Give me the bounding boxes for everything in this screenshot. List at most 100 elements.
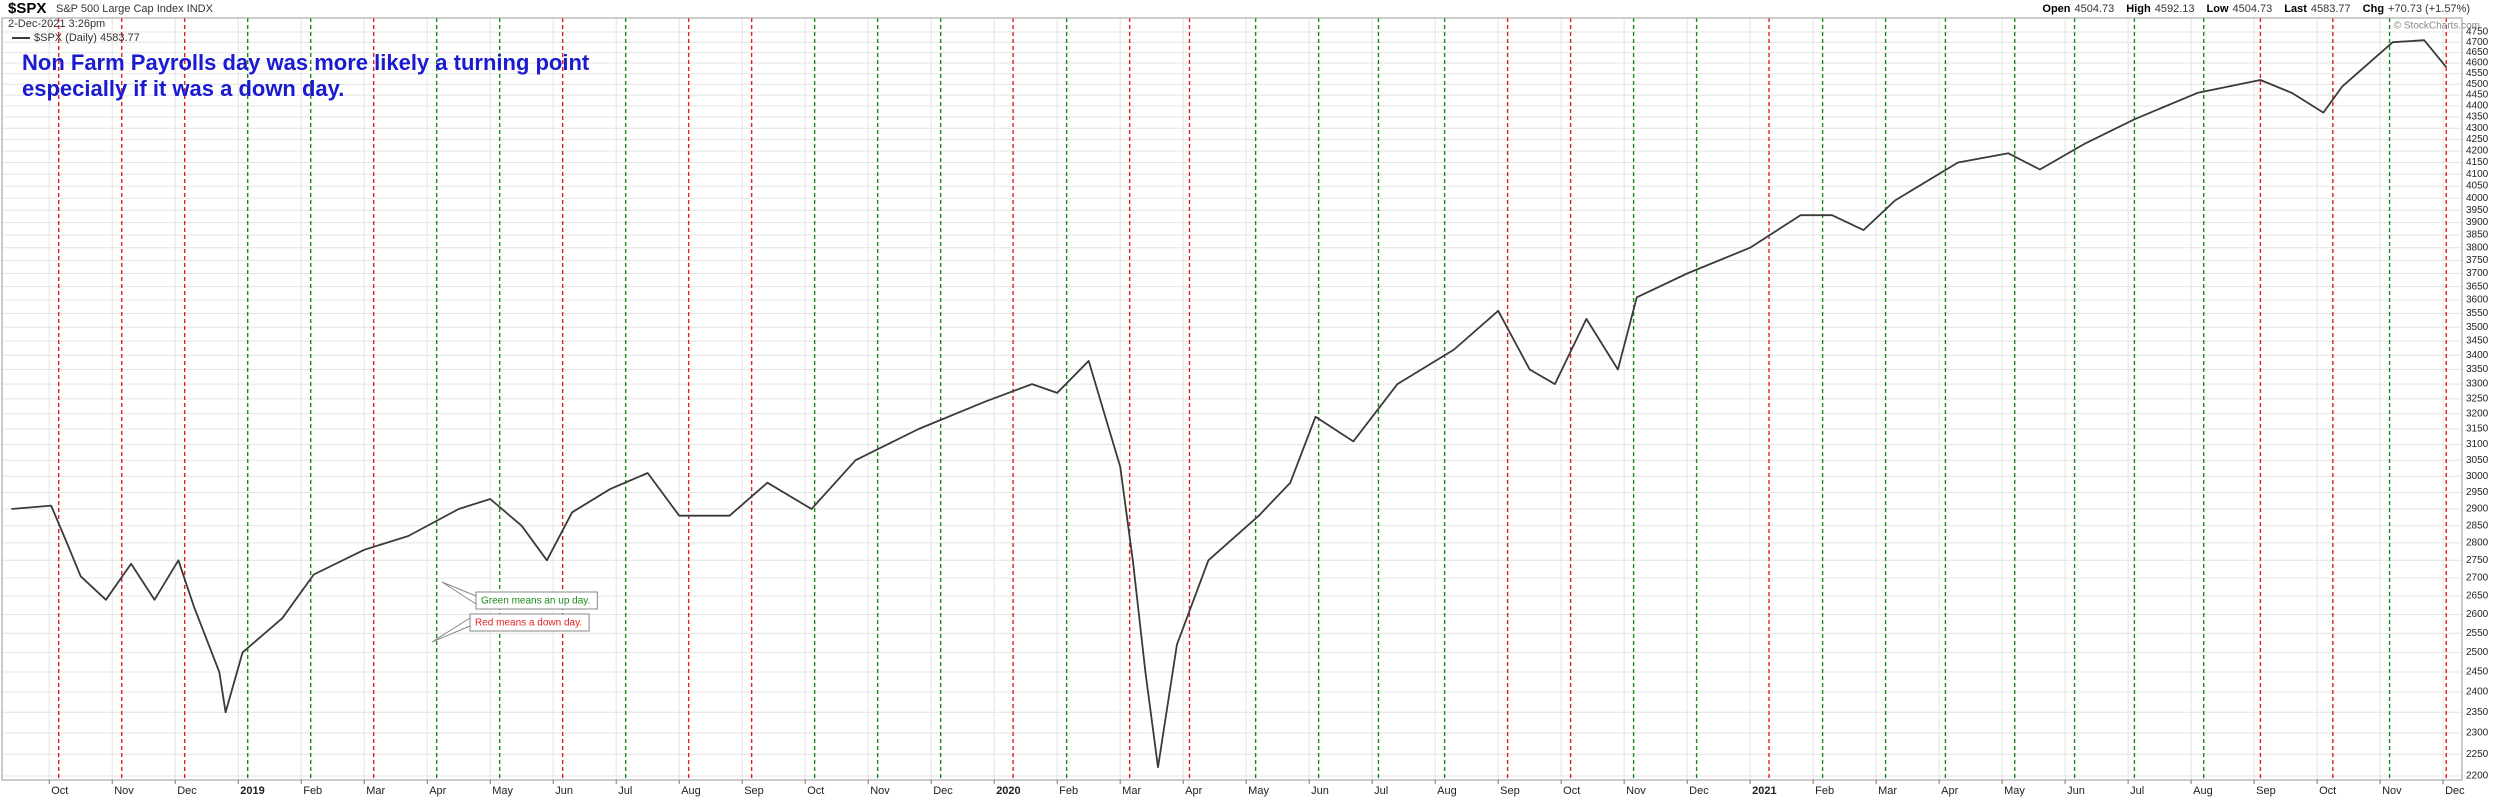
x-tick-label: Dec xyxy=(1689,785,1709,797)
x-tick-label: Oct xyxy=(51,785,68,797)
subtitle: S&P 500 Large Cap Index INDX xyxy=(56,3,214,15)
x-tick-label: Aug xyxy=(681,785,701,797)
quote-label: High xyxy=(2126,3,2151,15)
legend-label: $SPX (Daily) 4583.77 xyxy=(34,32,140,44)
y-tick-label: 4150 xyxy=(2466,157,2489,168)
y-tick-label: 2250 xyxy=(2466,749,2489,760)
x-tick-label: Mar xyxy=(1878,785,1897,797)
callouts: Green means an up day. Red means a down d… xyxy=(431,581,598,643)
quote-label: Open xyxy=(2042,3,2070,15)
x-tick-label: Jul xyxy=(618,785,632,797)
x-tick-label: Dec xyxy=(933,785,953,797)
x-tick-label: Nov xyxy=(114,785,134,797)
y-tick-label: 2350 xyxy=(2466,707,2489,718)
x-tick-label: Jun xyxy=(555,785,573,797)
x-tick-label: Sep xyxy=(744,785,764,797)
y-tick-label: 3900 xyxy=(2466,217,2489,228)
y-tick-label: 4000 xyxy=(2466,193,2489,204)
y-tick-label: 3650 xyxy=(2466,281,2489,292)
x-tick-label: Aug xyxy=(2193,785,2213,797)
x-tick-label: May xyxy=(492,785,513,797)
y-tick-label: 4550 xyxy=(2466,68,2489,79)
x-tick-label: Apr xyxy=(429,785,446,797)
signal-layer xyxy=(57,18,2447,780)
callout-text: Green means an up day. xyxy=(481,596,590,607)
y-tick-label: 3400 xyxy=(2466,350,2489,361)
quote-value: 4592.13 xyxy=(2155,3,2195,15)
grid-layer xyxy=(2,18,2462,780)
quote-label: Last xyxy=(2284,3,2307,15)
y-tick-label: 3600 xyxy=(2466,295,2489,306)
y-tick-label: 2950 xyxy=(2466,487,2489,498)
y-tick-label: 2200 xyxy=(2466,771,2489,782)
y-tick-label: 3250 xyxy=(2466,393,2489,404)
x-tick-label: Jun xyxy=(2067,785,2085,797)
y-tick-label: 2700 xyxy=(2466,573,2489,584)
symbol: $SPX xyxy=(8,0,46,17)
y-tick-label: 2550 xyxy=(2466,628,2489,639)
y-tick-label: 4400 xyxy=(2466,101,2489,112)
credit: © StockCharts.com xyxy=(2394,21,2480,32)
y-tick-label: 4200 xyxy=(2466,146,2489,157)
y-tick-label: 2400 xyxy=(2466,687,2489,698)
x-tick-label: Jul xyxy=(1374,785,1388,797)
y-tick-label: 3750 xyxy=(2466,255,2489,266)
x-tick-label: May xyxy=(2004,785,2025,797)
y-tick-label: 2850 xyxy=(2466,520,2489,531)
y-tick-label: 3450 xyxy=(2466,336,2489,347)
y-tick-label: 4250 xyxy=(2466,134,2489,145)
x-tick-label: Oct xyxy=(1563,785,1580,797)
date: 2-Dec-2021 3:26pm xyxy=(8,18,105,30)
quote-label: Chg xyxy=(2363,3,2384,15)
y-tick-label: 3050 xyxy=(2466,455,2489,466)
x-tick-label: Mar xyxy=(366,785,385,797)
y-tick-label: 4600 xyxy=(2466,58,2489,69)
y-tick-label: 2450 xyxy=(2466,667,2489,678)
quote-value: 4504.73 xyxy=(2075,3,2115,15)
quote-value: +70.73 (+1.57%) xyxy=(2388,3,2470,15)
x-tick-label: Dec xyxy=(2445,785,2465,797)
y-tick-label: 2650 xyxy=(2466,591,2489,602)
x-tick-label: Apr xyxy=(1941,785,1958,797)
y-tick-label: 4300 xyxy=(2466,123,2489,134)
quote-value: 4583.77 xyxy=(2311,3,2351,15)
y-tick-label: 4700 xyxy=(2466,37,2489,48)
y-tick-label: 3850 xyxy=(2466,230,2489,241)
y-tick-label: 3200 xyxy=(2466,408,2489,419)
quote-bar: +70.73 (+1.57%) Chg 4583.77 Last 4504.73 Low 4… xyxy=(2042,3,2470,15)
x-tick-label: Feb xyxy=(303,785,322,797)
x-tick-label: Nov xyxy=(870,785,890,797)
y-tick-label: 2900 xyxy=(2466,504,2489,515)
x-tick-label: Aug xyxy=(1437,785,1457,797)
x-tick-label: Jun xyxy=(1311,785,1329,797)
y-tick-label: 4350 xyxy=(2466,112,2489,123)
callout-text: Red means a down day. xyxy=(475,618,582,629)
y-tick-label: 4050 xyxy=(2466,181,2489,192)
y-tick-label: 2600 xyxy=(2466,609,2489,620)
x-tick-label: 2020 xyxy=(996,785,1020,797)
y-tick-label: 3550 xyxy=(2466,308,2489,319)
y-tick-label: 4650 xyxy=(2466,47,2489,58)
quote-label: Low xyxy=(2207,3,2229,15)
quote-value: 4504.73 xyxy=(2233,3,2273,15)
y-tick-label: 4750 xyxy=(2466,27,2489,38)
y-tick-label: 2750 xyxy=(2466,555,2489,566)
x-tick-label: Oct xyxy=(807,785,824,797)
y-tick-label: 3700 xyxy=(2466,268,2489,279)
y-tick-label: 2800 xyxy=(2466,538,2489,549)
x-tick-label: Jul xyxy=(2130,785,2144,797)
x-tick-label: 2019 xyxy=(240,785,264,797)
x-tick-label: Sep xyxy=(2256,785,2276,797)
callout-box xyxy=(469,613,590,632)
x-tick-label: Nov xyxy=(1626,785,1646,797)
y-tick-label: 4450 xyxy=(2466,90,2489,101)
x-tick-label: Apr xyxy=(1185,785,1202,797)
y-tick-label: 4100 xyxy=(2466,169,2489,180)
x-tick-label: Dec xyxy=(177,785,197,797)
y-tick-label: 2500 xyxy=(2466,647,2489,658)
y-tick-label: 2300 xyxy=(2466,728,2489,739)
plot-frame xyxy=(1,17,2463,781)
x-tick-label: 2021 xyxy=(1752,785,1776,797)
